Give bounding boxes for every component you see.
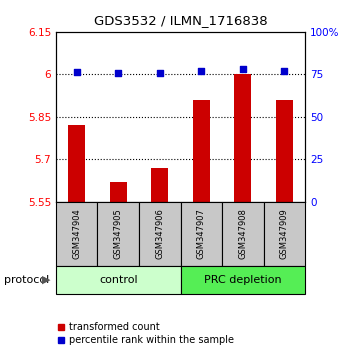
Text: ▶: ▶: [42, 275, 50, 285]
Text: control: control: [99, 275, 138, 285]
Bar: [235, 74, 251, 202]
Text: protocol: protocol: [4, 275, 49, 285]
Bar: [180, 266, 305, 294]
Bar: [152, 168, 168, 202]
Text: GSM347906: GSM347906: [155, 208, 164, 259]
Point: [282, 68, 287, 74]
Bar: [69, 125, 85, 202]
Bar: [97, 202, 139, 266]
Point: [240, 67, 245, 72]
Text: GSM347907: GSM347907: [197, 208, 206, 259]
Text: GSM347904: GSM347904: [72, 208, 81, 259]
Point: [157, 70, 162, 75]
Point: [74, 69, 80, 75]
Bar: [110, 182, 127, 202]
Text: GSM347908: GSM347908: [238, 208, 247, 259]
Bar: [56, 202, 97, 266]
Bar: [56, 266, 180, 294]
Text: GSM347905: GSM347905: [114, 208, 123, 259]
Legend: transformed count, percentile rank within the sample: transformed count, percentile rank withi…: [53, 319, 238, 349]
Bar: [180, 202, 222, 266]
Text: PRC depletion: PRC depletion: [204, 275, 282, 285]
Bar: [222, 202, 264, 266]
Bar: [139, 202, 180, 266]
Bar: [264, 202, 305, 266]
Point: [116, 71, 121, 76]
Point: [199, 68, 204, 74]
Text: GSM347909: GSM347909: [280, 208, 289, 259]
Bar: [193, 100, 209, 202]
Text: GDS3532 / ILMN_1716838: GDS3532 / ILMN_1716838: [94, 14, 267, 27]
Bar: [276, 100, 293, 202]
